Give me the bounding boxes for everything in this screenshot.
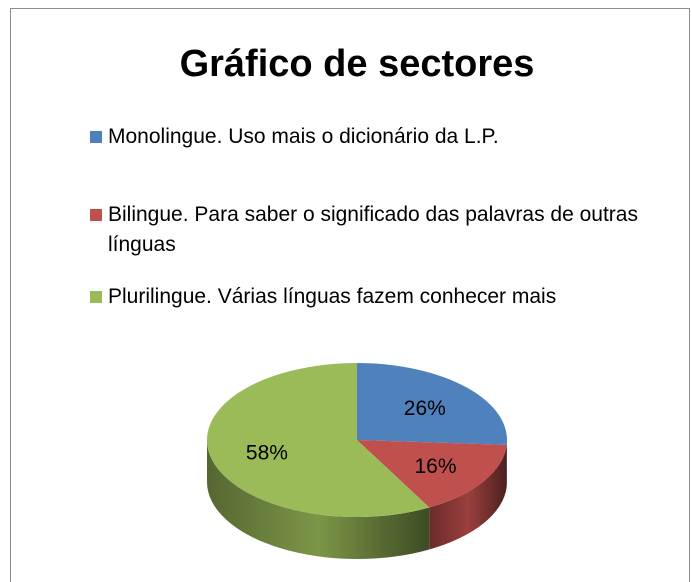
legend-label: Monolingue. Uso mais o dicionário da L.P… bbox=[108, 125, 499, 148]
legend-item: Monolingue. Uso mais o dicionário da L.P… bbox=[90, 122, 650, 152]
pie-slice bbox=[357, 363, 507, 445]
pie-side bbox=[429, 444, 507, 550]
pie-slice bbox=[357, 440, 507, 508]
legend-item: Plurilingue. Várias línguas fazem conhec… bbox=[90, 282, 650, 312]
pie-slice bbox=[206, 363, 430, 517]
legend-label: Bilingue. Para saber o significado das p… bbox=[108, 203, 638, 256]
legend-swatch bbox=[90, 131, 102, 143]
data-label: 26% bbox=[404, 397, 446, 420]
legend-swatch bbox=[90, 209, 102, 221]
legend-label: Plurilingue. Várias línguas fazem conhec… bbox=[108, 285, 557, 308]
data-label: 58% bbox=[246, 441, 288, 464]
data-label: 16% bbox=[415, 455, 457, 478]
pie-side bbox=[207, 440, 430, 559]
legend-item: Bilingue. Para saber o significado das p… bbox=[90, 200, 650, 260]
legend-swatch bbox=[90, 291, 102, 303]
chart-title: Gráfico de sectores bbox=[180, 43, 535, 85]
